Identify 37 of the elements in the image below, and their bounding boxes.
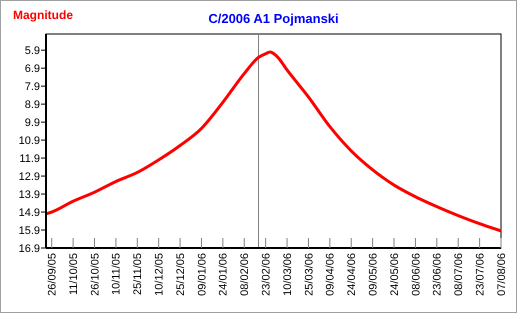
y-tick-label: 8.9 (24, 98, 40, 111)
x-tick-label: 25/11/05 (132, 253, 144, 296)
x-tick-label: 09/04/06 (324, 253, 337, 296)
x-tick-label: 25/12/05 (174, 253, 187, 296)
y-tick-label: 12.9 (18, 170, 40, 183)
x-tick-label: 07/08/06 (496, 253, 508, 296)
y-tick-label: 10.9 (18, 134, 40, 147)
x-tick-label: 24/05/06 (388, 253, 401, 296)
y-tick-label: 16.9 (18, 242, 40, 255)
x-tick-label: 25/03/06 (303, 253, 316, 296)
x-tick-label: 23/02/06 (260, 253, 273, 296)
y-tick-label: 6.9 (24, 63, 40, 76)
x-tick-label: 26/10/05 (89, 253, 102, 296)
y-tick-label: 5.9 (24, 45, 40, 58)
x-tick-label: 10/03/06 (282, 253, 294, 296)
x-tick-label: 09/01/06 (196, 253, 208, 296)
chart-title: C/2006 A1 Pojmanski (208, 11, 339, 26)
x-tick-label: 10/12/05 (154, 253, 166, 296)
x-tick-label: 08/06/06 (410, 253, 422, 296)
x-tick-label: 24/01/06 (218, 253, 230, 296)
x-tick-label: 09/05/06 (367, 253, 380, 296)
x-tick-label: 23/06/06 (432, 253, 444, 296)
x-tick-label: 23/07/06 (474, 253, 486, 296)
y-axis-title: Magnitude (13, 8, 74, 22)
x-tick-label: 11/10/05 (68, 253, 80, 296)
line-series (44, 50, 502, 232)
y-tick-label: 11.9 (19, 152, 40, 165)
x-tick-label: 26/09/05 (46, 253, 59, 296)
y-tick-label: 13.9 (18, 188, 40, 201)
y-tick-label: 15.9 (18, 224, 40, 237)
x-tick-label: 10/11/05 (110, 253, 123, 296)
x-tick-label: 08/02/06 (239, 253, 252, 296)
x-tick-label: 08/07/06 (453, 253, 466, 296)
y-tick-label: 9.9 (24, 116, 40, 129)
y-tick-label: 14.9 (18, 206, 40, 219)
y-tick-label: 7.9 (24, 81, 40, 93)
x-tick-label: 24/04/06 (346, 253, 358, 296)
